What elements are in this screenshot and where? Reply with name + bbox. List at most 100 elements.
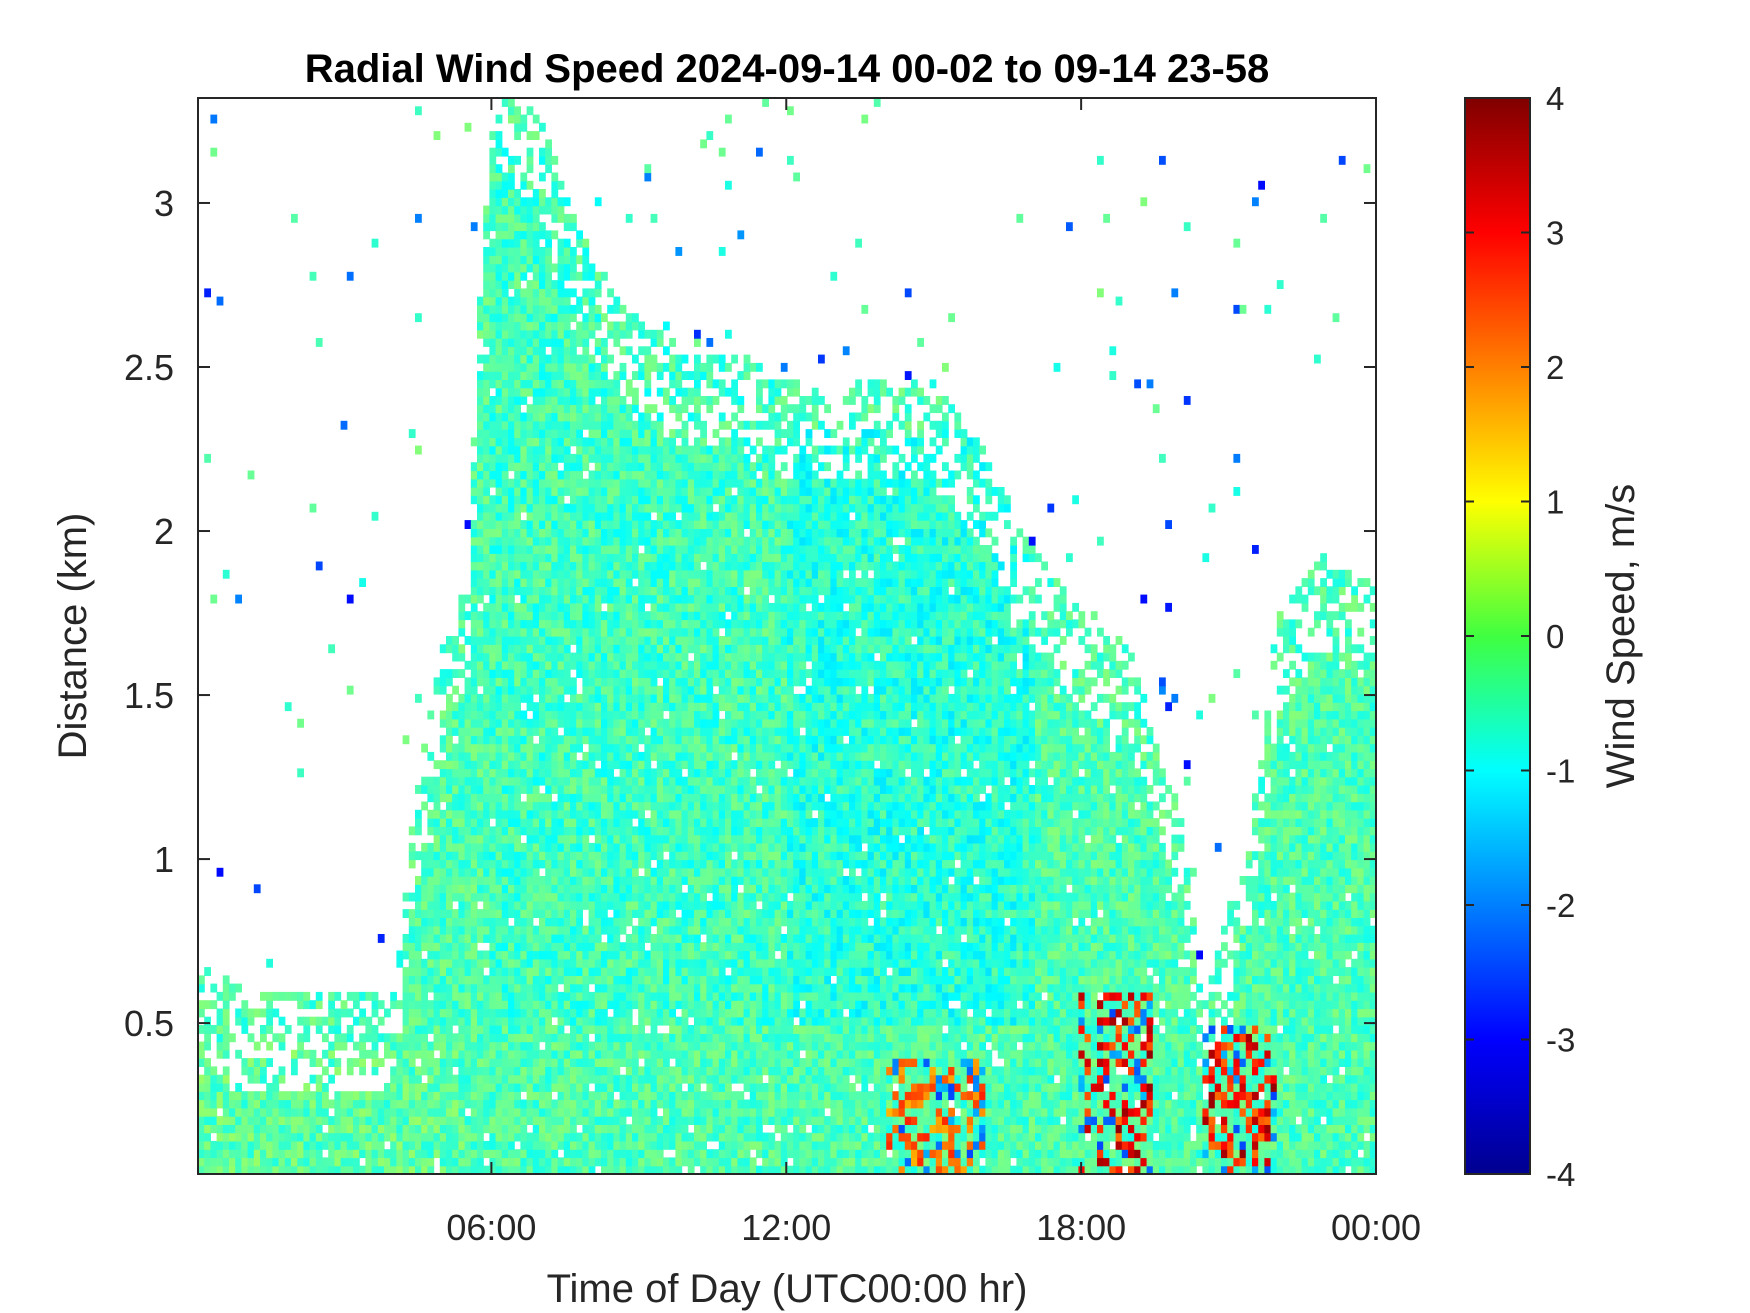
heatmap-cell — [681, 553, 689, 563]
heatmap-cell — [421, 1107, 428, 1117]
heatmap-cell — [669, 735, 676, 745]
heatmap-cell — [446, 751, 453, 761]
heatmap-cell — [663, 950, 670, 960]
heatmap-cell — [687, 917, 695, 927]
heatmap-cell — [632, 967, 639, 976]
heatmap-cell — [526, 669, 534, 678]
heatmap-cell — [570, 371, 577, 380]
heatmap-cell — [601, 478, 608, 488]
heatmap-cell — [495, 362, 503, 372]
heatmap-cell — [495, 1066, 503, 1076]
heatmap-cell — [408, 942, 416, 952]
heatmap-cell — [545, 768, 552, 778]
heatmap-cell — [563, 288, 571, 298]
heatmap-cell — [656, 900, 664, 910]
heatmap-cell — [278, 1033, 286, 1043]
heatmap-cell — [638, 487, 645, 496]
heatmap-cell — [489, 304, 497, 314]
heatmap-cell — [588, 1132, 596, 1142]
heatmap-cell — [570, 1116, 577, 1125]
heatmap-cell — [235, 1116, 242, 1125]
heatmap-cell — [694, 1083, 701, 1092]
heatmap-cell — [625, 346, 633, 356]
heatmap-cell — [520, 1083, 528, 1092]
heatmap-cell — [532, 826, 540, 836]
heatmap-cell — [675, 842, 683, 852]
heatmap-cell — [588, 801, 596, 811]
heatmap-cell — [545, 1149, 552, 1159]
heatmap-cell — [625, 602, 633, 612]
heatmap-cell — [594, 1091, 602, 1101]
heatmap-cell — [638, 1033, 645, 1043]
heatmap-cell — [619, 362, 627, 372]
heatmap-cell — [489, 470, 497, 480]
heatmap-cell — [446, 834, 453, 844]
heatmap-cell — [594, 313, 602, 323]
heatmap-cell — [501, 627, 509, 637]
heatmap-cell — [687, 545, 695, 554]
heatmap-cell — [570, 751, 577, 761]
heatmap-cell — [266, 1016, 273, 1026]
heatmap-cell — [532, 1124, 540, 1134]
heatmap-cell — [489, 247, 497, 256]
heatmap-cell — [427, 851, 435, 861]
heatmap-cell — [452, 1116, 459, 1125]
heatmap-cell — [532, 627, 540, 637]
heatmap-cell — [687, 768, 695, 778]
heatmap-cell — [582, 487, 590, 496]
heatmap-cell — [619, 611, 627, 621]
heatmap-cell — [576, 387, 583, 397]
heatmap-cell — [576, 1049, 583, 1059]
heatmap-cell — [483, 296, 490, 306]
heatmap-cell — [681, 685, 689, 695]
heatmap-cell — [266, 1000, 273, 1010]
heatmap-cell — [526, 321, 534, 331]
heatmap-cell — [452, 809, 459, 819]
heatmap-cell — [539, 172, 546, 182]
heatmap-cell — [446, 1140, 453, 1150]
heatmap-cell — [563, 735, 571, 745]
heatmap-cell — [526, 1025, 534, 1034]
heatmap-cell — [539, 710, 546, 720]
heatmap-cell — [663, 826, 670, 836]
heatmap-cell — [675, 611, 683, 621]
heatmap-cell — [458, 934, 466, 943]
heatmap-cell — [477, 710, 484, 720]
heatmap-cell — [371, 1008, 379, 1018]
heatmap-cell — [539, 669, 546, 678]
heatmap-cell — [315, 1091, 323, 1101]
heatmap-cell — [619, 842, 627, 852]
heatmap-cell — [551, 329, 559, 339]
heatmap-cell — [619, 553, 627, 563]
heatmap-cell — [650, 851, 658, 861]
heatmap-cell — [644, 743, 652, 753]
heatmap-cell — [601, 412, 608, 422]
heatmap-cell — [644, 950, 652, 960]
heatmap-cell — [470, 1157, 478, 1167]
heatmap-cell — [539, 321, 546, 331]
heatmap-cell — [607, 842, 614, 852]
heatmap-cell — [663, 1066, 670, 1076]
heatmap-cell — [644, 1165, 652, 1174]
heatmap-cell — [260, 1124, 267, 1134]
heatmap-cell — [545, 975, 552, 985]
heatmap-cell — [297, 718, 304, 728]
heatmap-cell — [588, 876, 596, 885]
heatmap-cell — [638, 925, 645, 935]
heatmap-cell — [551, 826, 559, 836]
heatmap-cell — [594, 528, 602, 538]
heatmap-cell — [464, 793, 472, 803]
heatmap-cell — [477, 1000, 484, 1010]
heatmap-cell — [656, 942, 664, 952]
heatmap-cell — [520, 222, 528, 232]
heatmap-cell — [601, 967, 608, 976]
heatmap-cell — [297, 1049, 304, 1059]
heatmap-cell — [402, 934, 410, 943]
heatmap-cell — [483, 387, 490, 397]
heatmap-cell — [421, 991, 428, 1001]
heatmap-cell — [532, 602, 540, 612]
heatmap-cell — [687, 660, 695, 670]
heatmap-cell — [669, 429, 676, 438]
heatmap-cell — [309, 1116, 317, 1125]
heatmap-cell — [594, 710, 602, 720]
